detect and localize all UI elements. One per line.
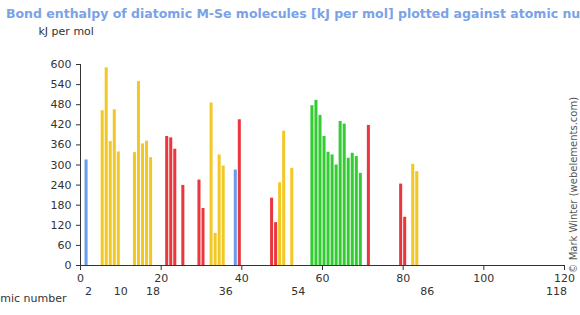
svg-text:300: 300: [51, 159, 72, 172]
svg-text:480: 480: [51, 98, 72, 111]
svg-text:20: 20: [154, 272, 168, 285]
svg-text:atomic number: atomic number: [0, 292, 67, 305]
svg-text:360: 360: [51, 138, 72, 151]
svg-text:100: 100: [473, 272, 494, 285]
svg-text:540: 540: [51, 78, 72, 91]
svg-text:0: 0: [65, 259, 72, 272]
svg-text:2: 2: [85, 285, 92, 298]
svg-text:40: 40: [235, 272, 249, 285]
svg-text:36: 36: [219, 285, 233, 298]
svg-text:86: 86: [420, 285, 434, 298]
svg-text:120: 120: [51, 219, 72, 232]
svg-text:© Mark Winter (webelements.com: © Mark Winter (webelements.com): [568, 97, 579, 274]
svg-text:118: 118: [546, 285, 567, 298]
svg-text:54: 54: [291, 285, 305, 298]
svg-text:80: 80: [396, 272, 410, 285]
svg-text:420: 420: [51, 118, 72, 131]
svg-text:60: 60: [316, 272, 330, 285]
svg-text:10: 10: [114, 285, 128, 298]
svg-text:600: 600: [51, 58, 72, 71]
svg-text:kJ per mol: kJ per mol: [39, 25, 94, 38]
svg-text:240: 240: [51, 179, 72, 192]
svg-text:18: 18: [146, 285, 160, 298]
svg-text:120: 120: [554, 272, 575, 286]
svg-text:180: 180: [51, 199, 72, 212]
svg-text:0: 0: [77, 272, 84, 285]
svg-text:60: 60: [58, 239, 72, 252]
